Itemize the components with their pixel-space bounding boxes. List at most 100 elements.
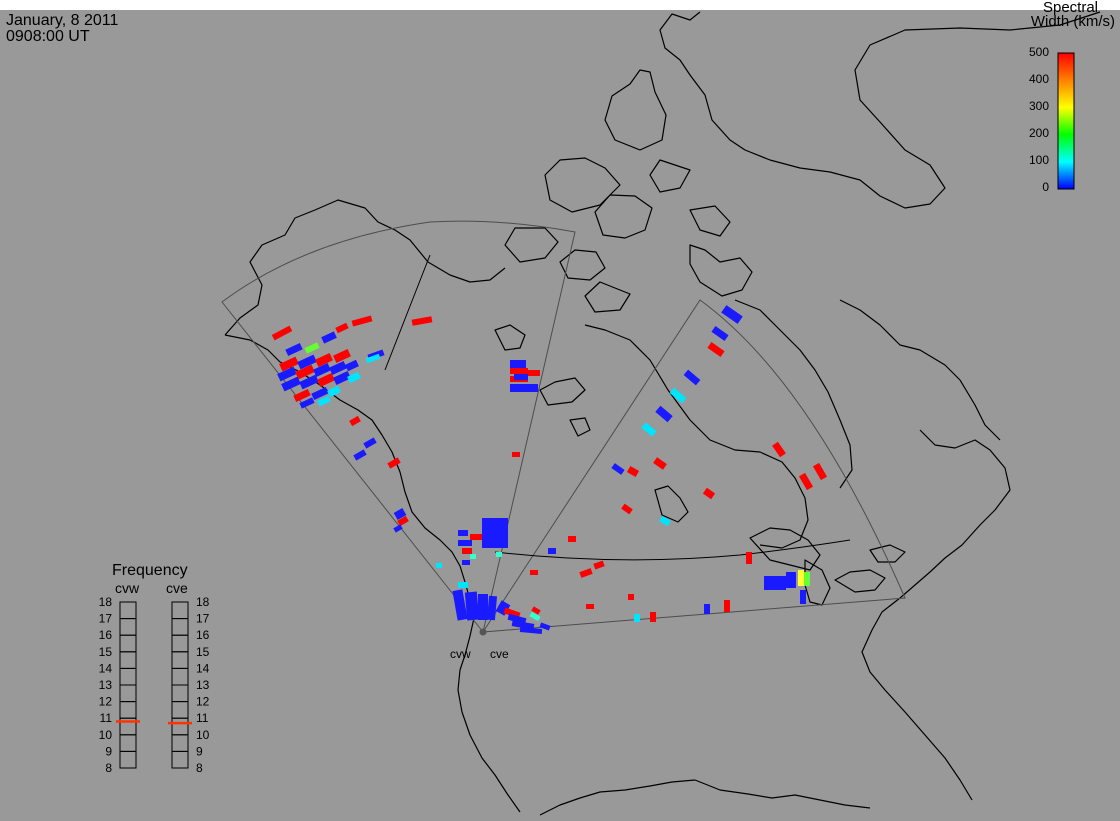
radar-echo-cell xyxy=(478,594,488,620)
radar-echo-cell xyxy=(707,342,725,357)
radar-echo-cell xyxy=(317,395,331,407)
radar-echo-cell xyxy=(579,568,593,578)
radar-echo-cell xyxy=(496,552,502,557)
radar-echo-cell xyxy=(683,369,701,386)
radar-site-marker xyxy=(479,628,487,636)
radar-echo-cell xyxy=(704,604,710,614)
frequency-cvw-tick: 11 xyxy=(100,711,113,725)
frequency-cve-tick: 10 xyxy=(196,728,210,742)
colorbar-tick-500: 500 xyxy=(1029,45,1049,59)
radar-echo-cell xyxy=(495,600,511,616)
radar-echo-cell xyxy=(482,518,508,548)
radar-echo-cell xyxy=(724,600,730,612)
cve-site-label: cve xyxy=(490,647,509,661)
colorbar-tick-300: 300 xyxy=(1029,99,1049,113)
radar-echo-cell xyxy=(353,449,367,461)
radar-echo-cell xyxy=(655,405,673,423)
radar-echo-cell xyxy=(772,441,786,458)
frequency-cve-tick: 11 xyxy=(196,711,209,725)
radar-echo-cell xyxy=(393,524,403,533)
radar-echo-cell xyxy=(650,612,656,622)
radar-echo-cell xyxy=(462,548,472,554)
radar-echo-cell xyxy=(436,563,442,568)
radar-echo-cell xyxy=(297,354,317,370)
cve-fov-outline xyxy=(482,299,906,633)
radar-echo-cell xyxy=(798,570,804,586)
frequency-panel: Frequency cvw cve 1817161514131211109818… xyxy=(99,562,210,775)
radar-echo-cell xyxy=(746,552,752,564)
radar-echo-cell xyxy=(365,353,381,364)
colorbar-tick-0: 0 xyxy=(1042,180,1049,194)
frequency-columns: 18 17 16 15 14 13 12 11 10 9 8 18 17 16 15 14 13 12 11 10 9 8 xyxy=(99,595,210,775)
radar-echo-cell xyxy=(271,325,293,341)
radar-echo-cell xyxy=(458,530,468,536)
radar-echo-cell xyxy=(349,415,361,427)
radar-echo-cell xyxy=(299,397,315,409)
radar-echo-cell xyxy=(539,622,551,631)
frequency-cve-tick: 8 xyxy=(196,761,203,775)
frequency-title: Frequency xyxy=(112,562,188,579)
radar-echo-cell xyxy=(653,457,667,470)
radar-echo-cell xyxy=(327,385,341,398)
radar-echo-cell xyxy=(393,508,407,520)
radar-echo-cell xyxy=(464,591,480,621)
frequency-cvw-tick: 13 xyxy=(99,678,113,692)
radar-echo-cell xyxy=(363,437,377,449)
radar-echo-cell xyxy=(711,326,729,341)
radar-echo-cell xyxy=(279,356,299,372)
radar-echo-cell xyxy=(804,572,810,586)
radar-echo-cell xyxy=(335,322,349,334)
radar-echo-cell xyxy=(611,463,625,475)
radar-echo-cell xyxy=(721,305,743,324)
radar-echo-cell xyxy=(764,576,786,590)
radar-echo-cell xyxy=(634,614,640,622)
frequency-cvw-tick: 15 xyxy=(99,645,113,659)
radar-echo-cell xyxy=(387,457,401,469)
frequency-radar-cve: cve xyxy=(166,580,188,596)
radar-echo-cell xyxy=(411,316,433,326)
radar-echo-cell xyxy=(548,548,556,554)
frequency-cve-tick: 17 xyxy=(196,612,210,626)
radar-echo-cell xyxy=(519,627,543,634)
radar-echo-cell xyxy=(531,606,541,615)
frequency-cve-tick: 14 xyxy=(196,661,210,675)
radar-echo-cell xyxy=(321,331,337,344)
frequency-cve-tick: 15 xyxy=(196,645,210,659)
radar-echo-cell xyxy=(311,386,329,401)
radar-echo-cell xyxy=(514,374,528,380)
radar-echo-cell xyxy=(669,387,687,404)
colorbar-tick-400: 400 xyxy=(1029,72,1049,86)
radar-echo-cell xyxy=(526,370,540,376)
colorbar-gradient xyxy=(1057,52,1075,190)
radar-echo-cell xyxy=(285,342,303,357)
radar-echo-cell xyxy=(511,620,535,630)
radar-echo-cell xyxy=(333,348,351,364)
frequency-cvw-tick: 9 xyxy=(105,744,112,758)
radar-echo-cell xyxy=(621,503,633,515)
radar-echo-cell xyxy=(313,362,331,378)
frequency-cvw-cell xyxy=(119,750,137,769)
radar-echo-cell xyxy=(628,594,634,600)
colorbar-title-line2: Width (km/s) xyxy=(1031,13,1115,30)
radar-echo-cell xyxy=(800,590,806,604)
radar-echo-cell xyxy=(529,611,541,622)
radar-echo-cell xyxy=(486,595,498,621)
frequency-cve-cell xyxy=(171,750,189,769)
radar-echo-cell xyxy=(798,472,814,491)
colorbar-tick-100: 100 xyxy=(1029,153,1049,167)
radar-echo-cell xyxy=(351,315,373,327)
radar-echo-cell xyxy=(510,384,538,392)
radar-echo-cell xyxy=(304,342,320,354)
radar-echo-cell xyxy=(510,360,526,368)
frequency-cve-tick: 12 xyxy=(196,695,210,709)
radar-echo-cell xyxy=(507,613,527,625)
radar-echo-cell xyxy=(317,372,335,388)
radar-echo-cell xyxy=(593,560,605,570)
radar-echo-cell xyxy=(452,589,468,621)
radar-echo-cell xyxy=(586,604,594,609)
date-label: January, 8 2011 xyxy=(6,12,118,29)
frequency-cvw-tick: 18 xyxy=(99,595,113,609)
radar-echo-cell xyxy=(458,582,468,588)
radar-echo-cell xyxy=(397,515,409,527)
radar-echo-cell xyxy=(329,360,347,376)
